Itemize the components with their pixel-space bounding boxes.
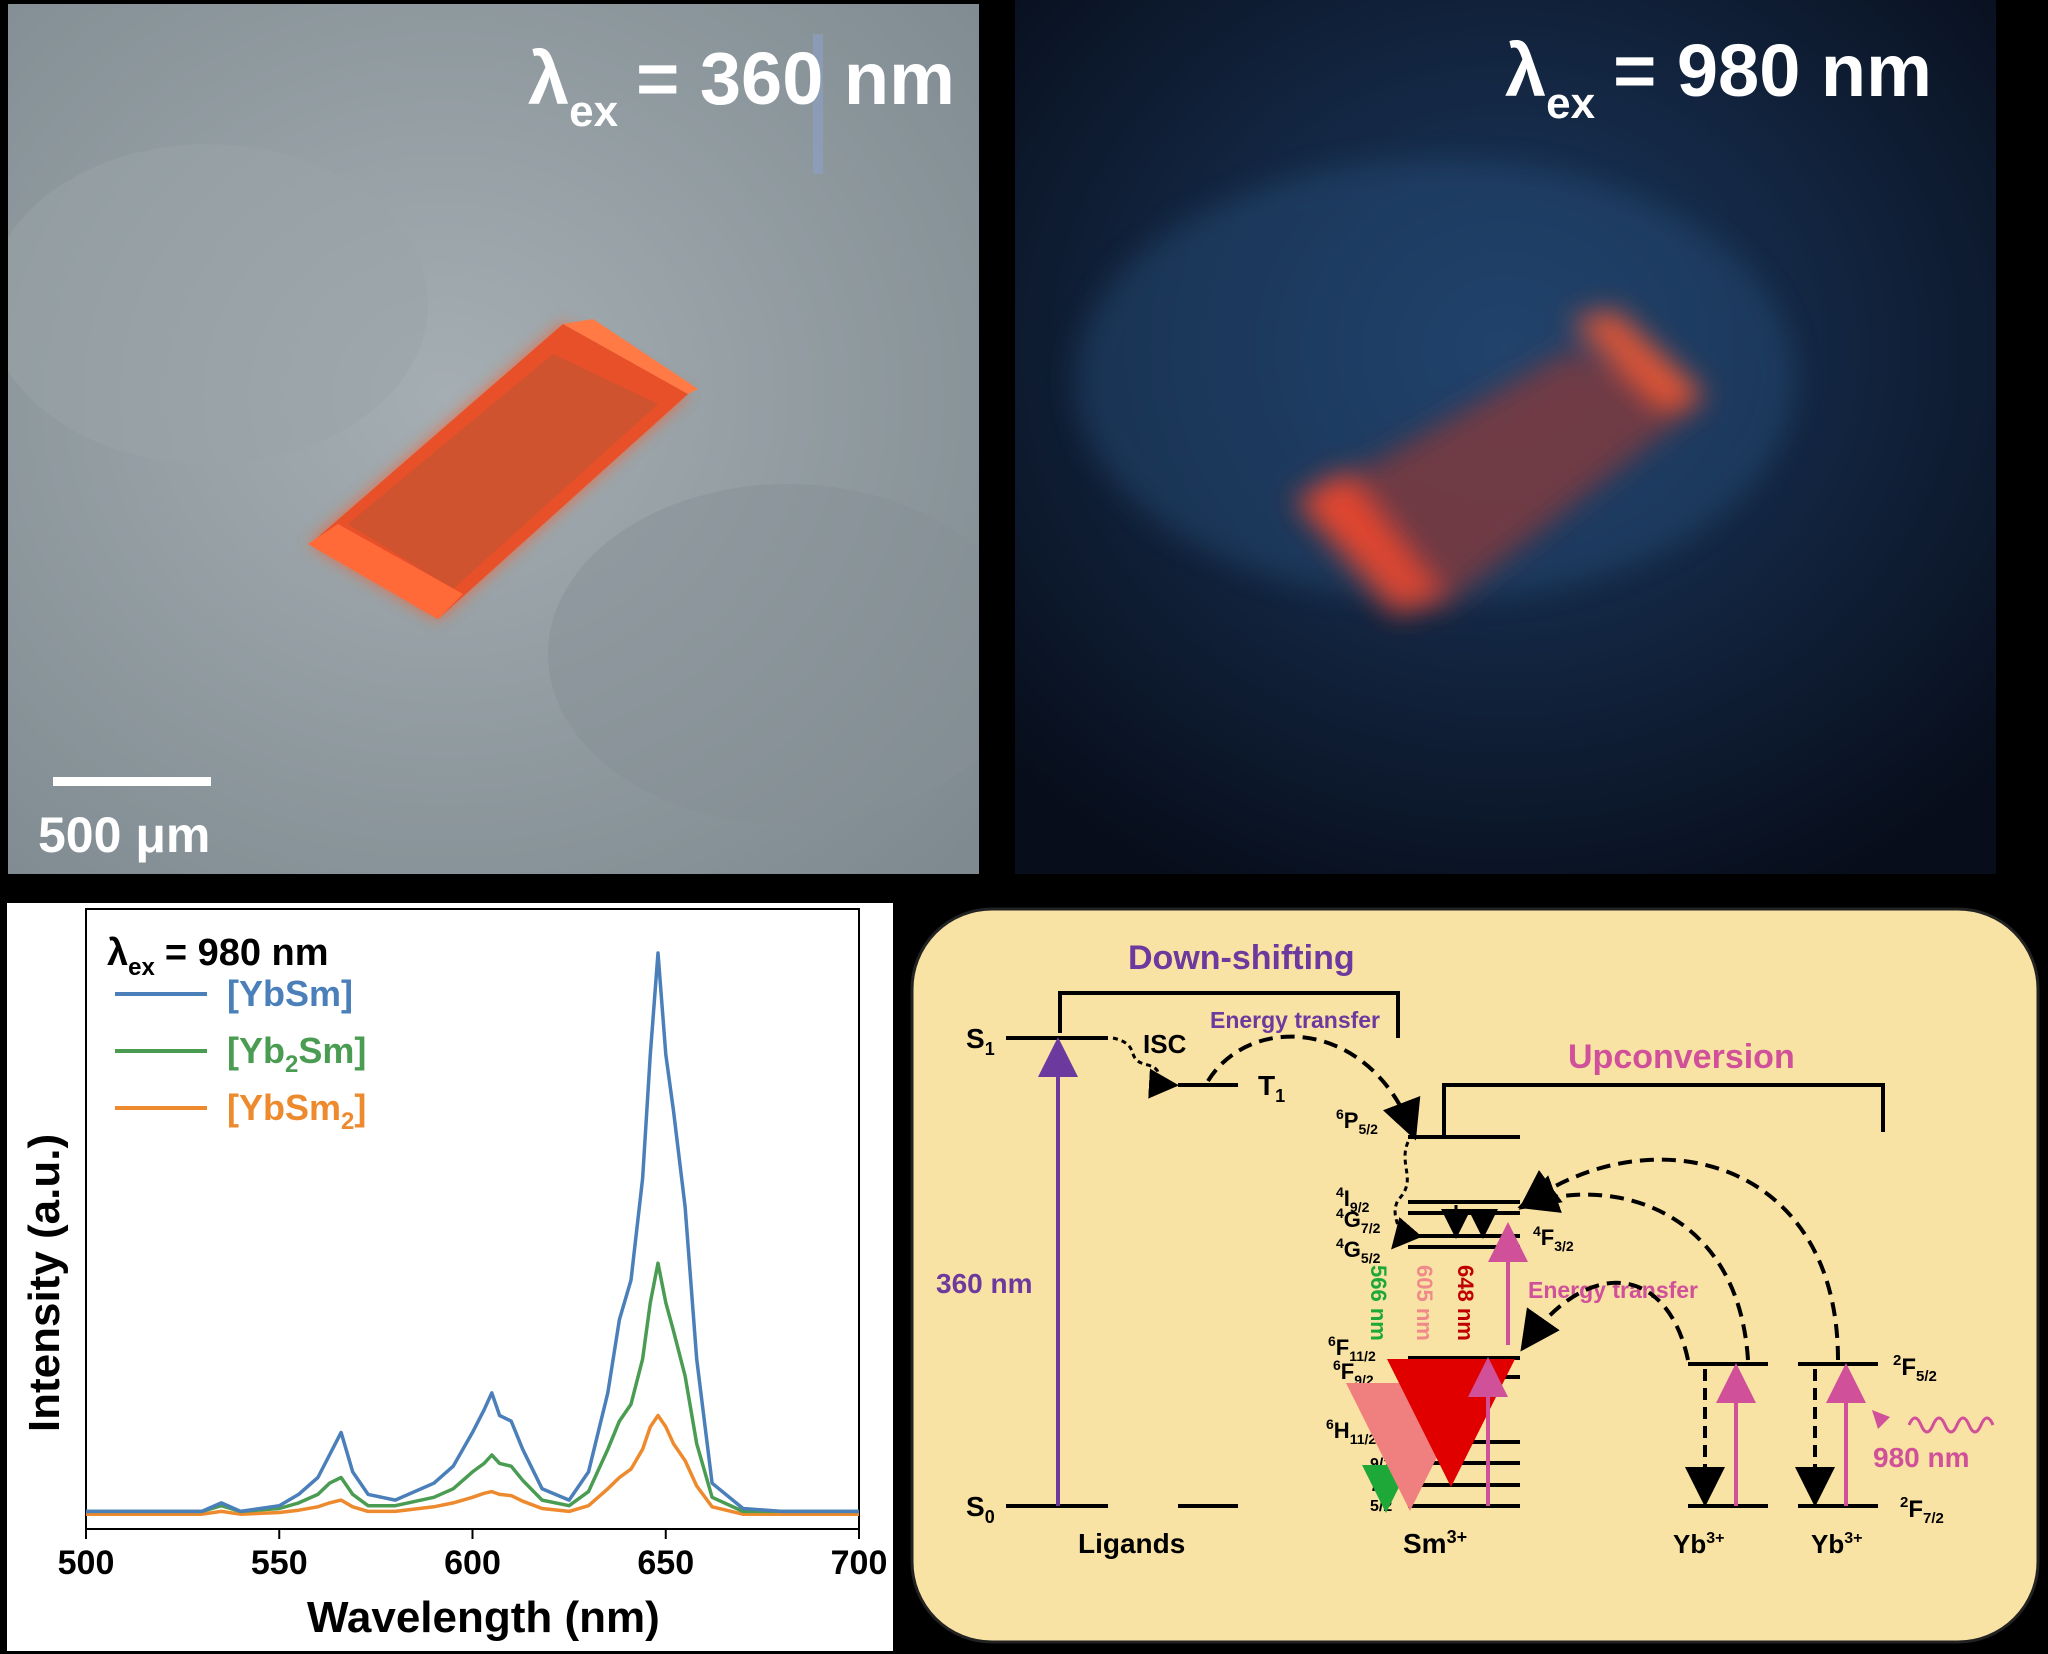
legend-label: [Yb2Sm] [227,1030,366,1078]
label-4g72: 4G7/2 [1336,1205,1381,1236]
t1-label: T1 [1258,1070,1285,1106]
upconversion-label: Upconversion [1568,1038,1795,1076]
energy-transfer-arc-1 [1520,1280,1690,1361]
emission-566-label: 566 nm [1366,1265,1391,1341]
excitation-label-a: λex = 360 nm [528,37,955,136]
diagram-background [910,907,2040,1644]
excitation-label: 360 nm [936,1268,1033,1299]
ligands-label: Ligands [1078,1528,1185,1559]
energy-transfer-arrow-ligand [1206,1034,1421,1141]
x-tick-label: 550 [251,1544,308,1582]
label-4g52: 4G5/2 [1336,1235,1381,1266]
y-axis-label: Intensity (a.u.) [20,1134,69,1432]
label-4f32: 4F3/2 [1533,1223,1574,1254]
label-2f52: 2F5/2 [1893,1352,1937,1385]
nir-label: 980 nm [1873,1442,1970,1473]
isc-arrow [1112,1036,1179,1099]
scale-bar-label: 500 μm [38,807,210,863]
x-tick-label: 500 [58,1544,115,1582]
excitation-label-b: λex = 980 nm [1505,29,1932,128]
energy-transfer-arc-2 [1517,1175,1750,1361]
label-6p52: 6P5/2 [1336,1106,1378,1137]
legend-label: [YbSm2] [227,1087,366,1135]
x-tick-label: 600 [444,1544,501,1582]
label-4i92: 4I9/2 [1336,1184,1370,1215]
plot-frame [85,908,860,1530]
upconversion-bracket [1442,1083,1885,1135]
photo-980nm: λex = 980 nm [1015,0,1996,874]
energy-transfer-label-top: Energy transfer [1210,1007,1380,1033]
x-tick-label: 700 [831,1544,888,1582]
nir-wave [1907,1416,1995,1434]
series-line [86,1413,859,1516]
s0-label: S0 [966,1491,995,1527]
label-2f72: 2F7/2 [1900,1494,1944,1527]
energy-transfer-arc-3 [1518,1157,1840,1361]
emission-648-label: 648 nm [1453,1265,1478,1341]
legend-title: λex = 980 nm [107,932,329,981]
x-tick-label: 650 [637,1544,694,1582]
energy-level-diagram: Down-shifting Energy transfer Upconversi… [908,905,2043,1646]
x-axis-label: Wavelength (nm) [307,1593,660,1642]
series-line [86,1261,859,1514]
isc-label: ISC [1143,1029,1187,1059]
series-line [86,951,859,1514]
s1-label: S1 [966,1023,995,1059]
yb1-label: Yb3+ [1673,1529,1724,1559]
crystal-glow [1295,310,1705,615]
label-6f112: 6F11/2 [1328,1333,1376,1364]
photo-360nm: 500 μm λex = 360 nm [8,4,979,874]
emission-spectrum-chart: 500 550 600 650 700 λex = 980 nm [YbSm] [Yb2Sm… [7,903,893,1651]
down-shifting-label: Down-shifting [1128,939,1355,977]
scale-bar [53,777,211,786]
legend-label: [YbSm] [227,973,353,1014]
down-shifting-bracket [1058,991,1400,1038]
yb2-label: Yb3+ [1811,1529,1862,1559]
emission-605-label: 605 nm [1412,1265,1437,1341]
crystal [308,319,698,619]
nir-arrowhead [1872,1410,1890,1429]
sm-label: Sm3+ [1403,1527,1467,1559]
nonradiative-relaxation [1391,1141,1423,1250]
